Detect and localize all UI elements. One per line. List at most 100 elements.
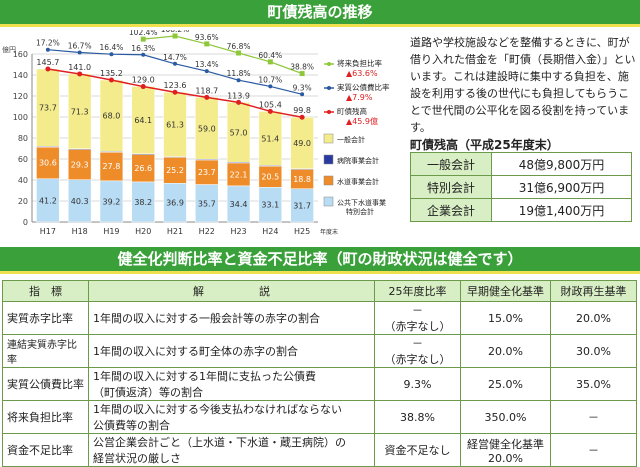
x-tick-label: H23	[230, 227, 246, 236]
ratio-label: 9.3%	[293, 83, 312, 92]
ratios-table: 指 標 解 説 25年度比率 早期健全化基準 財政再生基準 実質赤字比率 1年間の…	[2, 280, 637, 467]
debt-total-label: 113.9	[227, 91, 250, 100]
section-header-ratios: 健全化判断比率と資金不足比率（町の財政状況は健全です）	[0, 247, 640, 274]
debt-total-label: 123.6	[164, 81, 187, 90]
legend-swatch	[323, 175, 334, 186]
ratio-label: 13.4%	[195, 60, 219, 69]
x-tick-label: H18	[72, 227, 88, 236]
ratio-label: 16.3%	[131, 44, 155, 53]
ratio-early: 経営健全化基準 20.0%	[460, 433, 551, 467]
ratio-name: 連結実質赤字比率	[2, 334, 89, 368]
y-tick-label: 80	[18, 134, 28, 143]
ratio-label: 16.7%	[68, 42, 92, 51]
future-burden-point	[236, 50, 242, 56]
ratio-label: 16.4%	[100, 43, 124, 52]
legend-change: ▲63.6%	[346, 69, 378, 78]
bar-value-label: 36.9	[166, 199, 184, 208]
debt-value: 31億6,900万円	[491, 175, 632, 199]
ratio-name: 資金不足比率	[2, 433, 89, 467]
table-row: 将来負担比率 1年間の収入に対する今後支払わなければならない 公債費等の割合 38.8…	[2, 400, 637, 434]
ratio-name: 将来負担比率	[2, 400, 89, 434]
debt-total-label: 118.7	[195, 86, 218, 95]
bar-value-label: 71.3	[71, 107, 89, 116]
future-burden-point	[204, 41, 210, 47]
debt-total-label: 99.8	[293, 106, 311, 115]
ratio-early: 15.0%	[460, 301, 551, 335]
ratio-label: 11.8%	[227, 69, 251, 78]
bar-value-label: 61.3	[166, 120, 184, 129]
debt-point	[204, 94, 210, 100]
y-tick-label: 60	[18, 155, 28, 164]
ratio-point	[173, 61, 177, 66]
ratio-desc: 1年間の収入に対する町全体の赤字の割合	[88, 334, 375, 368]
ratio-label: 17.2%	[36, 39, 60, 48]
ratio-rebuild: 35.0%	[550, 367, 637, 401]
legend-marker	[327, 62, 331, 66]
legend-label: 水道事業会計	[337, 177, 379, 186]
bar-value-label: 68.0	[103, 112, 121, 121]
x-tick-label: H17	[40, 227, 56, 236]
future-burden-label: 102.4%	[129, 30, 158, 37]
x-tick-label: H24	[262, 227, 278, 236]
legend-label: 実質公債費比率	[337, 82, 390, 92]
debt-total-label: 129.0	[132, 76, 155, 85]
y-tick-label: 40	[18, 176, 28, 185]
future-burden-label: 38.8%	[290, 63, 314, 72]
debt-value: 19億1,400万円	[491, 198, 632, 222]
future-burden-label: 60.4%	[258, 51, 282, 60]
ratio-point	[141, 52, 146, 57]
header-indicator: 指 標	[2, 280, 89, 302]
legend-label: 公共下水道事業	[337, 198, 386, 207]
debt-total-label: 141.0	[68, 63, 91, 72]
ratio-point	[300, 92, 305, 97]
table-header-row: 指 標 解 説 25年度比率 早期健全化基準 財政再生基準	[2, 280, 637, 302]
debt-label: 特別会計	[410, 175, 492, 199]
x-tick-label: H22	[199, 227, 215, 236]
debt-point	[140, 84, 146, 90]
legend-marker	[327, 110, 331, 114]
ratio-point	[268, 84, 273, 89]
future-burden-label: 108.2%	[161, 30, 190, 34]
ratio-point	[45, 47, 50, 52]
bar-value-label: 40.3	[71, 197, 89, 206]
bar-value-label: 64.1	[134, 116, 152, 125]
future-burden-point	[172, 33, 178, 39]
bar-value-label: 26.6	[134, 164, 152, 173]
y-tick-label: 160	[13, 50, 28, 59]
bar-value-label: 59.0	[198, 124, 216, 133]
ratio-rebuild: －	[550, 400, 637, 434]
bar-value-label: 49.0	[293, 139, 311, 148]
y-tick-label: 140	[13, 71, 28, 80]
ratio-label: 10.7%	[258, 75, 282, 84]
debt-label: 一般会計	[410, 152, 492, 176]
bar-value-label: 33.1	[261, 201, 279, 210]
debt-total-label: 145.7	[36, 58, 59, 67]
bar-value-label: 22.1	[230, 170, 248, 179]
debt-point	[299, 114, 305, 120]
debt-description: 道路や学校施設などを整備するときに、町が借り入れた借金を「町債（長期借入金）」と…	[410, 36, 636, 134]
ratio-desc: 1年間の収入に対する一般会計等の赤字の割合	[88, 301, 375, 335]
debt-balance-table: 一般会計 48億9,800万円 特別会計 31億6,900万円 企業会計 19億1,4…	[410, 152, 632, 222]
debt-total-label: 135.2	[100, 69, 123, 78]
table-row: 実質公債費比率 1年間の収入に対する1年間に支払った公債費 （町債返済）等の割合 9.…	[2, 367, 637, 401]
ratio-rebuild: 20.0%	[550, 301, 637, 335]
future-burden-point	[267, 59, 273, 65]
legend-label: 一般会計	[337, 135, 365, 144]
ratio-early: 25.0%	[460, 367, 551, 401]
debt-balance-title: 町債残高（平成25年度末）	[410, 138, 559, 152]
ratio-rate: －（赤字なし）	[374, 334, 461, 368]
ratio-desc: 公営企業会計ごと（上水道・下水道・蔵王病院）の 経営状況の厳しさ	[88, 433, 375, 467]
header-rate: 25年度比率	[374, 280, 461, 302]
ratio-desc: 1年間の収入に対する1年間に支払った公債費 （町債返済）等の割合	[88, 367, 375, 401]
bar-value-label: 57.0	[230, 128, 248, 137]
debt-point	[77, 71, 83, 77]
future-burden-label: 76.8%	[227, 42, 251, 51]
ratio-point	[204, 69, 209, 74]
legend-swatch	[323, 196, 334, 207]
ratio-rate: 38.8%	[374, 400, 461, 434]
y-tick-label: 100	[13, 113, 28, 122]
ratio-rate: 資金不足なし	[374, 433, 461, 467]
debt-trend-chart: 020406080100120140160億円41.230.60.273.7H1…	[2, 30, 390, 236]
bar-value-label: 38.2	[134, 198, 152, 207]
bar-value-label: 18.8	[293, 175, 311, 184]
